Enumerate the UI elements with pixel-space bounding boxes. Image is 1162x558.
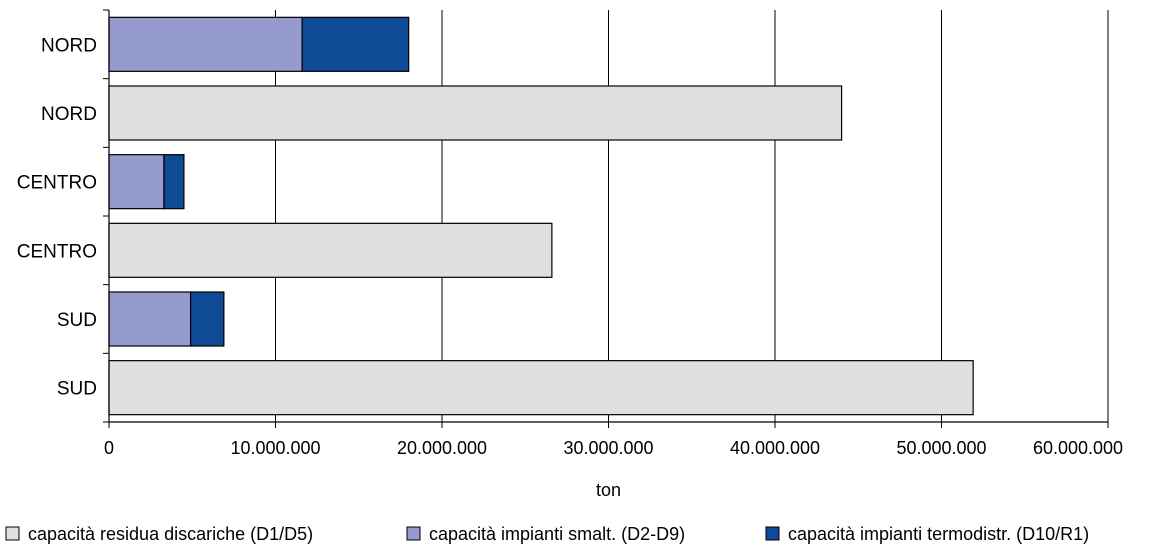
category-label: CENTRO	[17, 241, 97, 262]
legend-swatch	[5, 526, 20, 541]
bar-segment	[108, 85, 843, 141]
bar-segment	[108, 16, 303, 72]
category-label: CENTRO	[17, 173, 97, 194]
category-label: SUD	[57, 379, 97, 400]
legend-label: capacità residua discariche (D1/D5)	[28, 524, 313, 544]
bar-segment	[108, 222, 553, 278]
legend-swatch	[406, 526, 421, 541]
x-axis-title: ton	[596, 480, 621, 500]
bar-segment	[108, 154, 165, 210]
bar-segment	[163, 154, 185, 210]
x-tick-label: 40.000.000	[730, 438, 820, 458]
x-tick-label: 0	[104, 438, 114, 458]
category-label: SUD	[57, 310, 97, 331]
x-tick-label: 50.000.000	[896, 438, 986, 458]
x-tick-label: 10.000.000	[230, 438, 320, 458]
category-labels: NORD NORD CENTRO CENTRO SUD SUD	[17, 35, 97, 399]
legend-label: capacità impianti termodistr. (D10/R1)	[788, 524, 1089, 544]
x-tick-label: 30.000.000	[563, 438, 653, 458]
axes	[103, 9, 1109, 428]
category-label: NORD	[41, 104, 97, 125]
bar-segment	[108, 360, 974, 416]
x-tick-label: 60.000.000	[1033, 438, 1123, 458]
legend-swatch	[765, 526, 780, 541]
bar-segment	[189, 291, 225, 347]
x-tick-labels: 0 10.000.000 20.000.000 30.000.000 40.000.00…	[104, 438, 1123, 458]
bar-segment	[108, 291, 192, 347]
category-label: NORD	[41, 35, 97, 56]
grid-lines	[275, 10, 1109, 422]
x-tick-label: 20.000.000	[397, 438, 487, 458]
bar-segment	[301, 16, 410, 72]
legend: capacità residua discariche (D1/D5) capac…	[5, 524, 1089, 544]
legend-label: capacità impianti smalt. (D2-D9)	[429, 524, 685, 544]
bars	[108, 16, 974, 416]
